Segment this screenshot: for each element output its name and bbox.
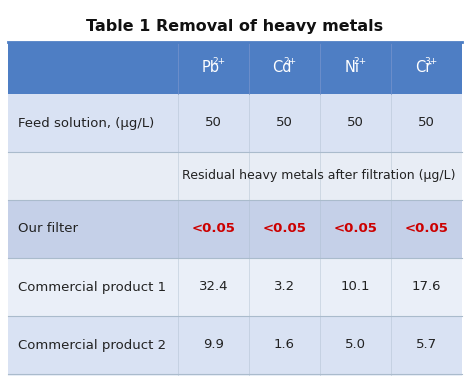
Text: Feed solution, (μg/L): Feed solution, (μg/L) (18, 117, 154, 129)
Bar (178, 316, 249, 374)
Text: <0.05: <0.05 (333, 223, 377, 235)
Bar (249, 94, 320, 152)
Text: 50: 50 (276, 117, 293, 129)
Text: 3.2: 3.2 (274, 280, 295, 294)
Bar (249, 316, 320, 374)
Bar (8, 316, 178, 374)
Text: 17.6: 17.6 (411, 280, 441, 294)
Text: Pb: Pb (202, 61, 219, 76)
Text: Residual heavy metals after filtration (μg/L): Residual heavy metals after filtration (… (182, 170, 456, 182)
Text: Cr: Cr (415, 61, 431, 76)
Bar (8, 94, 178, 152)
Text: 2+: 2+ (354, 58, 367, 67)
Bar (178, 258, 249, 316)
Bar (178, 200, 249, 258)
Bar (8, 42, 462, 94)
Text: 50: 50 (347, 117, 364, 129)
Text: 5.7: 5.7 (415, 338, 437, 352)
Bar (391, 258, 462, 316)
Bar (249, 200, 320, 258)
Text: 9.9: 9.9 (203, 338, 224, 352)
Bar (8, 374, 178, 376)
Bar (320, 200, 391, 258)
Text: 50: 50 (205, 117, 222, 129)
Bar (320, 316, 391, 374)
Text: 50: 50 (418, 117, 435, 129)
Bar (8, 152, 462, 200)
Text: Table 1 Removal of heavy metals: Table 1 Removal of heavy metals (86, 20, 384, 35)
Bar (391, 374, 462, 376)
Bar (391, 316, 462, 374)
Text: Cd: Cd (272, 61, 291, 76)
Bar (249, 258, 320, 316)
Text: <0.05: <0.05 (404, 223, 448, 235)
Text: Commercial product 2: Commercial product 2 (18, 338, 166, 352)
Text: <0.05: <0.05 (263, 223, 306, 235)
Text: 1.6: 1.6 (274, 338, 295, 352)
Bar (178, 374, 249, 376)
Text: Commercial product 1: Commercial product 1 (18, 280, 166, 294)
Text: 2+: 2+ (283, 58, 296, 67)
Bar (320, 258, 391, 316)
Bar (391, 94, 462, 152)
Text: 3+: 3+ (424, 58, 438, 67)
Bar (391, 200, 462, 258)
Bar (249, 374, 320, 376)
Bar (178, 94, 249, 152)
Bar (320, 94, 391, 152)
Text: <0.05: <0.05 (192, 223, 235, 235)
Bar (8, 200, 178, 258)
Text: 2+: 2+ (212, 58, 225, 67)
Text: 32.4: 32.4 (199, 280, 228, 294)
Text: Ni: Ni (345, 61, 360, 76)
Text: 10.1: 10.1 (341, 280, 370, 294)
Bar (8, 258, 178, 316)
Text: Our filter: Our filter (18, 223, 78, 235)
Bar (320, 374, 391, 376)
Text: 5.0: 5.0 (345, 338, 366, 352)
